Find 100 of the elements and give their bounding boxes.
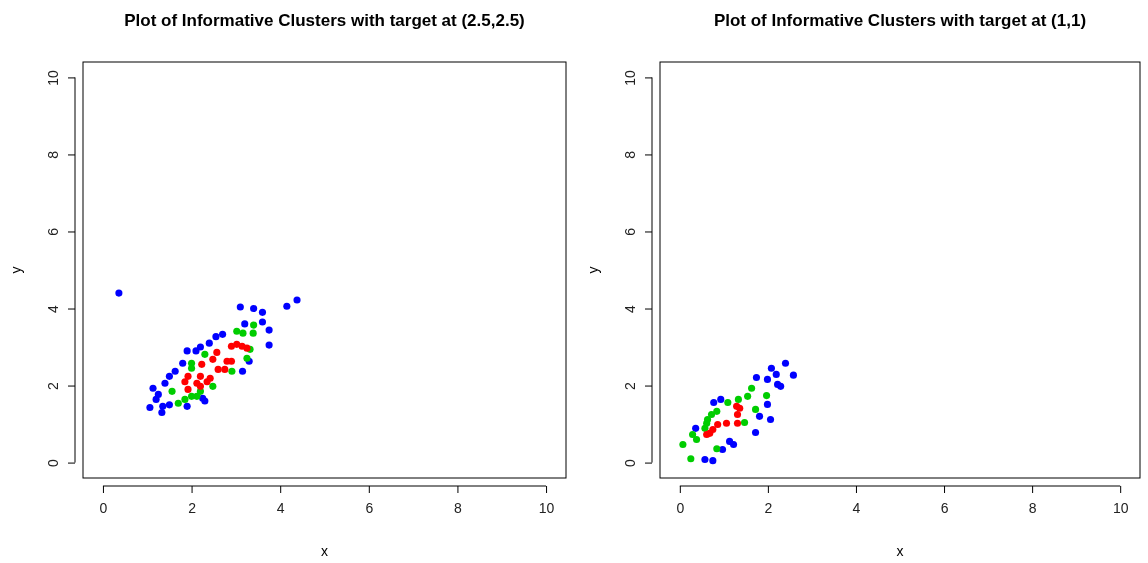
point [265, 326, 273, 334]
point [265, 341, 273, 349]
point [181, 395, 189, 403]
x-tick-label: 2 [188, 499, 197, 516]
point [733, 410, 742, 419]
point [709, 457, 717, 465]
point [183, 347, 191, 355]
point [763, 400, 772, 408]
x-tick-label: 2 [764, 499, 773, 516]
y-tick-label: 10 [621, 69, 638, 86]
y-tick-label: 2 [44, 381, 61, 390]
point [184, 385, 192, 393]
point [724, 398, 732, 407]
point [763, 375, 772, 383]
point [249, 329, 257, 337]
point [184, 372, 192, 380]
point [755, 412, 764, 420]
x-tick-label: 6 [940, 499, 949, 516]
point [781, 359, 790, 367]
point [171, 367, 179, 375]
point [196, 343, 204, 351]
point [238, 367, 247, 375]
y-tick-label: 6 [621, 227, 638, 236]
point [158, 408, 166, 417]
chart-title: Plot of Informative Clusters with target at (2.5,2.5) [124, 11, 525, 30]
point [772, 370, 780, 378]
point [192, 347, 200, 355]
point [763, 392, 771, 400]
point [227, 342, 236, 350]
point [174, 399, 182, 407]
y-tick-label: 4 [44, 304, 61, 313]
x-axis-title: x [321, 543, 328, 559]
point [713, 407, 721, 415]
point [714, 420, 722, 429]
point [740, 418, 749, 427]
point [212, 333, 220, 341]
point [198, 360, 206, 368]
point [146, 403, 154, 412]
point [152, 395, 160, 403]
x-tick-label: 4 [276, 499, 285, 516]
point [789, 371, 797, 379]
point [707, 410, 716, 419]
x-tick-label: 4 [852, 499, 861, 516]
point [752, 373, 761, 382]
point [258, 308, 267, 316]
point [115, 289, 123, 297]
point [201, 350, 209, 358]
point [183, 402, 191, 410]
point [701, 455, 709, 464]
point [722, 419, 731, 427]
point [692, 424, 700, 432]
y-axis-title: y [585, 266, 601, 274]
x-tick-label: 8 [454, 499, 463, 516]
point [679, 440, 687, 449]
point [209, 382, 217, 390]
point [165, 401, 173, 409]
point [258, 318, 267, 326]
point [236, 303, 244, 311]
point [748, 384, 756, 392]
point [687, 455, 695, 463]
x-tick-label: 0 [676, 499, 685, 516]
point [165, 372, 173, 380]
point [213, 348, 221, 356]
point [179, 359, 187, 367]
y-tick-label: 8 [621, 150, 638, 159]
point [203, 378, 211, 386]
point [250, 321, 258, 329]
point [718, 445, 727, 454]
point [241, 320, 249, 328]
point [239, 329, 247, 337]
point [149, 384, 157, 392]
point [733, 419, 742, 427]
y-tick-label: 8 [44, 150, 61, 159]
chart-title: Plot of Informative Clusters with target at (1,1) [713, 11, 1087, 30]
x-tick-label: 8 [1028, 499, 1037, 516]
y-tick-label: 6 [44, 227, 61, 236]
point [233, 327, 241, 335]
x-tick-label: 10 [538, 499, 555, 516]
point [221, 365, 229, 373]
point [767, 364, 775, 372]
point [701, 424, 709, 432]
point [744, 392, 752, 400]
point [710, 398, 718, 407]
point [168, 387, 176, 395]
point [766, 415, 775, 424]
x-tick-label: 0 [99, 499, 108, 516]
point [293, 296, 301, 304]
point [734, 395, 742, 403]
point [692, 435, 701, 444]
point [188, 392, 196, 400]
point [717, 395, 725, 403]
x-tick-label: 10 [1112, 499, 1129, 516]
y-tick-label: 0 [621, 458, 638, 467]
y-tick-label: 4 [621, 304, 638, 313]
point [751, 405, 760, 413]
x-tick-label: 6 [365, 499, 374, 516]
point [250, 304, 258, 313]
point [689, 430, 697, 439]
y-tick-label: 0 [44, 458, 61, 467]
point [188, 364, 196, 372]
